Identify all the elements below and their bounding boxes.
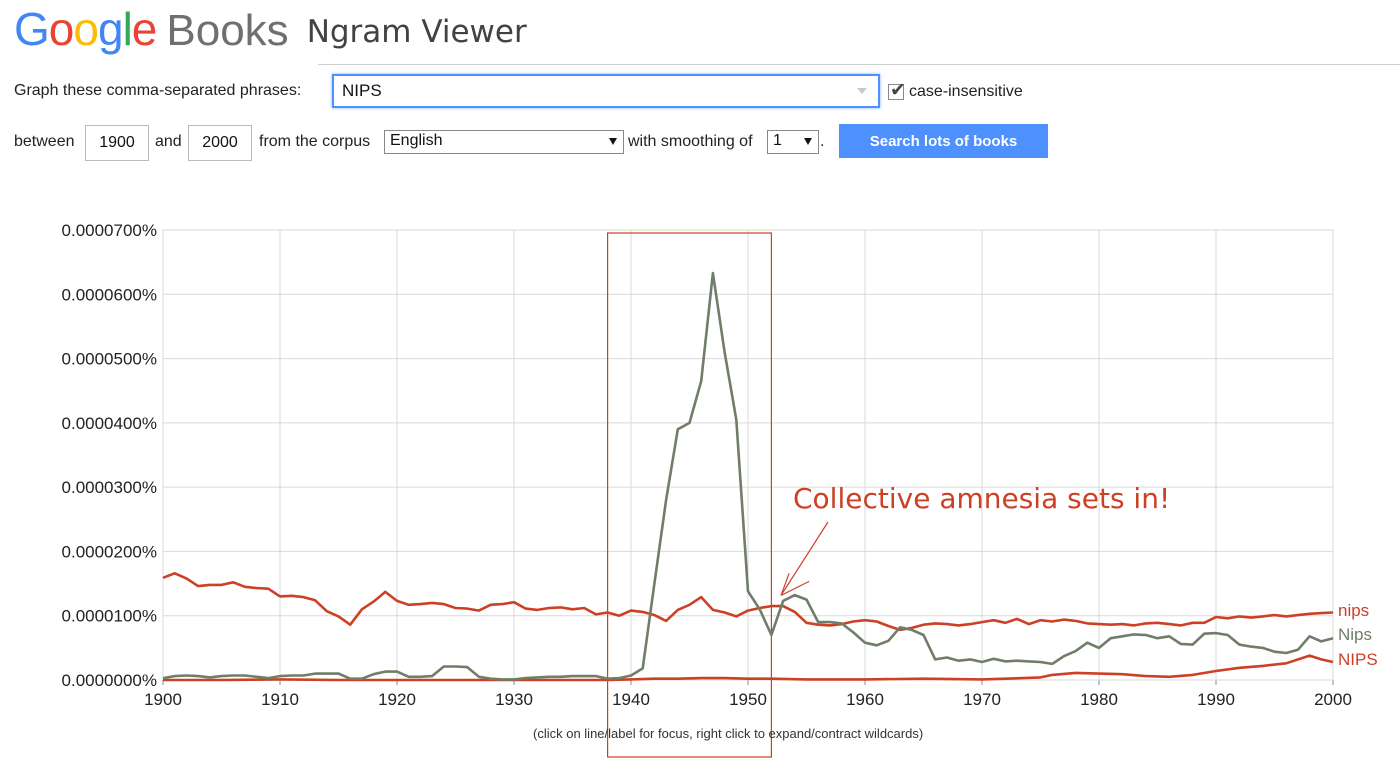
x-tick-label: 1920 — [378, 690, 416, 709]
case-insensitive-checkbox[interactable]: ✔ — [888, 80, 906, 101]
phrases-input[interactable] — [332, 74, 880, 108]
chart-caption: (click on line/label for focus, right cl… — [533, 726, 924, 741]
annotation-arrowhead — [780, 580, 810, 596]
logo-letter: g — [97, 3, 124, 55]
logo-letter: e — [131, 3, 158, 55]
highlight-box — [606, 232, 772, 758]
corpus-value: English — [390, 132, 443, 149]
logo-letter: G — [14, 3, 50, 55]
books-wordmark: Books — [166, 6, 289, 55]
y-tick-label: 0.0000000% — [62, 671, 157, 690]
autocomplete-caret-icon — [857, 88, 867, 94]
search-button[interactable]: Search lots of books — [839, 124, 1048, 158]
x-tick-label: 1910 — [261, 690, 299, 709]
phrases-label: Graph these comma-separated phrases: — [14, 82, 302, 99]
x-tick-label: 1940 — [612, 690, 650, 709]
app-title: Ngram Viewer — [306, 14, 527, 50]
google-wordmark: Google — [14, 3, 158, 55]
y-tick-label: 0.0000600% — [62, 285, 157, 304]
annotation: Collective amnesia sets in! — [780, 482, 1170, 596]
smoothing-label: with smoothing of — [628, 133, 753, 150]
logo-letter: o — [73, 3, 99, 55]
dropdown-arrow-icon — [804, 138, 812, 145]
series-label[interactable]: NIPS — [1338, 650, 1378, 669]
x-tick-label: 1980 — [1080, 690, 1118, 709]
between-label: between — [14, 133, 75, 150]
annotation-arrow-line — [780, 521, 829, 596]
and-label: and — [155, 133, 182, 150]
y-gridlines — [163, 229, 1333, 681]
series-line-nips-title[interactable] — [162, 271, 1334, 681]
logo-letter: l — [122, 3, 133, 55]
smoothing-value: 1 — [773, 132, 782, 149]
header-divider — [318, 64, 1400, 65]
y-tick-label: 0.0000200% — [62, 542, 157, 561]
period-text: . — [820, 133, 825, 150]
dropdown-arrow-icon — [609, 138, 617, 145]
x-tick-label: 1950 — [729, 690, 767, 709]
series-label[interactable]: Nips — [1338, 625, 1372, 644]
y-tick-label: 0.0000700% — [62, 221, 157, 240]
y-tick-label: 0.0000300% — [62, 478, 157, 497]
series-lines[interactable] — [162, 271, 1334, 682]
google-books-logo: Google Books Ngram Viewer — [14, 2, 527, 55]
y-tick-labels: 0.0000000% 0.0000100% 0.0000200% 0.0000300%… — [62, 221, 157, 690]
series-labels[interactable]: nips Nips NIPS — [1338, 601, 1378, 669]
highlight-rect — [606, 232, 772, 758]
corpus-select[interactable]: English — [384, 130, 624, 154]
x-tick-label: 1970 — [963, 690, 1001, 709]
x-tick-label: 2000 — [1314, 690, 1352, 709]
x-tick-label: 1960 — [846, 690, 884, 709]
x-tick-label: 1990 — [1197, 690, 1235, 709]
corpus-label: from the corpus — [259, 133, 371, 150]
x-gridlines — [162, 230, 1334, 685]
y-tick-label: 0.0000400% — [62, 414, 157, 433]
series-line-nips[interactable] — [162, 571, 1334, 632]
annotation-text: Collective amnesia sets in! — [793, 482, 1170, 515]
series-label[interactable]: nips — [1338, 601, 1369, 620]
x-tick-label: 1900 — [144, 690, 182, 709]
logo-letter: o — [48, 3, 75, 55]
checkmark-icon: ✔ — [890, 80, 906, 101]
x-tick-labels: 1900 1910 1920 1930 1940 1950 1960 1970 1980 1990… — [144, 690, 1352, 709]
start-year-input[interactable] — [85, 125, 149, 161]
x-tick-label: 1930 — [495, 690, 533, 709]
y-tick-label: 0.0000500% — [62, 350, 157, 369]
annotation-arrowhead — [780, 573, 790, 596]
case-insensitive-label: case-insensitive — [909, 83, 1023, 100]
smoothing-select[interactable]: 1 — [767, 130, 819, 154]
y-tick-label: 0.0000100% — [62, 607, 157, 626]
end-year-input[interactable] — [188, 125, 252, 161]
